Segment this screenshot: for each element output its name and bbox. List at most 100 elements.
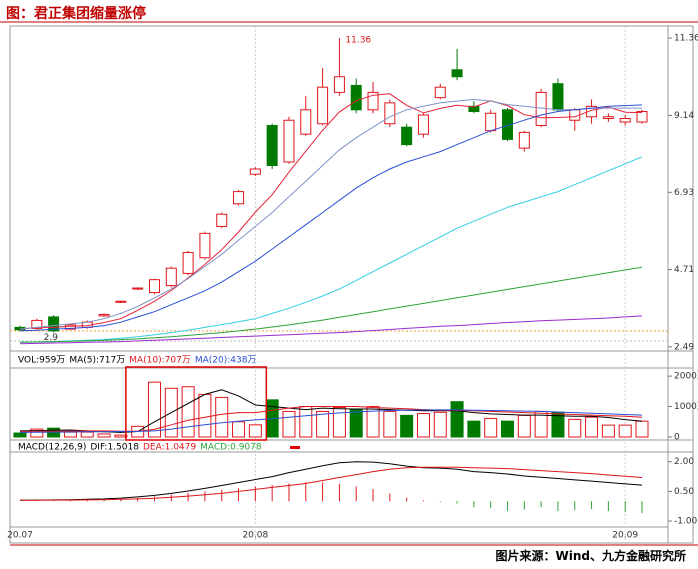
candle-body <box>182 252 194 274</box>
volume-bar <box>568 418 582 438</box>
y-tick-label: 9.14 <box>674 111 694 121</box>
volume-bar <box>80 431 94 438</box>
y-tick-label: 2.49 <box>674 342 694 352</box>
volume-bar <box>63 431 77 438</box>
candle-body <box>165 267 177 287</box>
frame <box>9 25 694 544</box>
candle-body <box>350 84 362 111</box>
ma-line <box>19 461 643 501</box>
legend-entry: MACD:0.9078 <box>200 443 262 453</box>
y-tick-label: 4.71 <box>674 265 694 275</box>
candle-body <box>367 91 379 111</box>
candle-body <box>48 316 60 332</box>
candle-body <box>300 109 312 135</box>
volume-bar <box>30 428 44 438</box>
volume-bar <box>416 413 430 438</box>
candle-body <box>333 76 345 93</box>
candle-body <box>384 102 396 125</box>
legend-entry: MACD(12,26,9) <box>18 443 86 453</box>
volume-bar <box>618 424 632 438</box>
volume-bar <box>585 416 599 438</box>
ma-line <box>19 266 643 343</box>
ma-line <box>19 406 643 432</box>
ma-line <box>19 156 643 343</box>
volume-bar <box>635 420 649 438</box>
ma-line <box>19 98 642 330</box>
candle-body <box>115 300 127 303</box>
volume-bar <box>114 434 128 438</box>
candle-body <box>586 105 598 118</box>
candle-body <box>417 114 429 135</box>
source-note: 图片来源：Wind、九方金融研究所 <box>495 549 686 563</box>
candle-body <box>98 313 110 317</box>
candle-body <box>233 191 245 205</box>
volume-bar <box>248 424 262 438</box>
volume-bar <box>366 406 380 438</box>
candle-body <box>485 112 497 132</box>
candle-body <box>518 131 530 149</box>
x-tick-label: 20.09 <box>612 531 638 541</box>
volume-bar <box>13 432 27 438</box>
volume-bar <box>181 386 195 438</box>
y-tick-label: 2000万 <box>674 372 698 382</box>
volume-bar <box>147 381 161 438</box>
legend-entry: MA(5):717万 <box>69 356 125 366</box>
highlight-box <box>125 366 268 441</box>
y-tick-label: 0 <box>674 433 680 443</box>
legend-entry: VOL:959万 <box>18 356 65 366</box>
candle-body <box>249 168 261 175</box>
candle-body <box>31 319 43 329</box>
y-tick-label: 6.93 <box>674 188 694 198</box>
ma-line <box>19 409 643 433</box>
volume-bar <box>383 410 397 438</box>
low-label: 2.9 <box>44 333 59 343</box>
y-tick-label: 2.00 <box>674 457 694 467</box>
volume-bar <box>501 420 515 438</box>
volume-bar <box>316 410 330 438</box>
candle-body <box>401 126 413 146</box>
volume-bar <box>299 406 313 438</box>
y-tick-label: 0.50 <box>674 487 694 497</box>
volume-bar <box>232 421 246 438</box>
volume-bar <box>282 410 296 438</box>
candle-body <box>216 213 228 227</box>
candle-body <box>434 86 446 99</box>
marker <box>290 446 300 449</box>
volume-bar <box>601 424 615 438</box>
page-title: 图：君正集团缩量涨停 <box>6 6 146 22</box>
ma-line <box>20 466 643 501</box>
candle-body <box>199 232 211 259</box>
y-tick-label: 1000万 <box>674 402 698 412</box>
candle-body <box>132 287 144 290</box>
y-tick-label: 11.36 <box>674 34 698 44</box>
legend-entry: MA(20):438万 <box>195 356 257 366</box>
candle-body <box>317 86 329 125</box>
ma-line <box>19 104 643 332</box>
volume-bar <box>517 414 531 438</box>
candle-body <box>502 109 514 140</box>
ma-line <box>19 389 643 433</box>
volume-bar <box>433 411 447 438</box>
ma-line <box>19 315 643 345</box>
y-tick-label: -1.00 <box>674 517 698 527</box>
x-tick-label: 20.07 <box>7 531 33 541</box>
high-label: 11.36 <box>345 36 371 46</box>
volume-bar <box>349 409 363 438</box>
volume-bar <box>450 401 464 438</box>
candle-body <box>636 111 648 123</box>
candle-body <box>602 116 614 120</box>
candle-body <box>552 83 564 111</box>
candle-body <box>148 279 160 294</box>
volume-bar <box>215 396 229 438</box>
volume-bar <box>198 393 212 438</box>
volume-bar <box>467 420 481 438</box>
volume-bar <box>400 414 414 438</box>
volume-bar <box>97 433 111 438</box>
candle-body <box>266 124 278 167</box>
candle-body <box>451 69 463 78</box>
x-tick-label: 20.08 <box>242 531 268 541</box>
legend-entry: DIF:1.5018 <box>90 443 139 453</box>
legend-entry: MA(10):707万 <box>129 356 191 366</box>
